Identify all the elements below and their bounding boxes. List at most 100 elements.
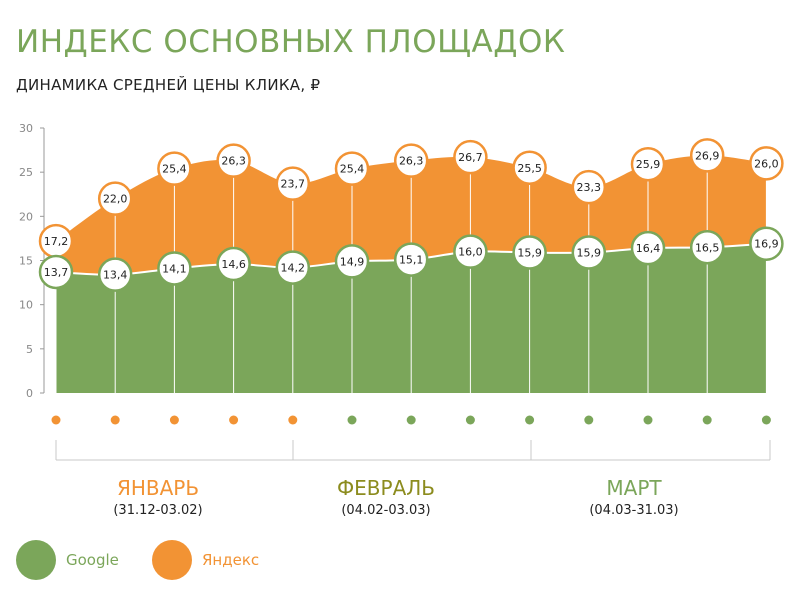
google-marker [689,230,725,265]
period-dot [288,415,298,425]
google-data-label: 16,0 [458,246,483,259]
yandex-marker [453,139,488,175]
yandex-marker [749,146,784,181]
yandex-data-label: 25,9 [636,158,661,171]
yandex-point: 23,7 [275,166,311,201]
google-data-label: 15,1 [399,254,424,267]
yandex-point: 26,0 [749,146,784,181]
period-name: ЯНВАРЬ [117,476,199,500]
period-name: ФЕВРАЛЬ [337,476,435,500]
google-marker [571,235,607,270]
google-data-label: 13,7 [44,266,69,279]
period-dot [110,415,120,425]
google-marker [97,257,133,292]
period-dot [347,415,357,425]
y-tick-label: 25 [19,166,33,179]
google-data-label: 16,9 [754,238,779,251]
yandex-data-label: 25,4 [162,163,187,176]
legend-item-yandex: Яндекс [152,540,259,580]
y-tick-label: 20 [19,210,33,223]
yandex-point: 25,4 [334,151,370,186]
yandex-marker [275,166,311,201]
google-point: 16,9 [749,226,784,261]
chart-subtitle: ДИНАМИКА СРЕДНЕЙ ЦЕНЫ КЛИКА, ₽ [16,76,321,94]
legend-item-google: Google [16,540,119,580]
yandex-marker [630,146,666,182]
period-dot [169,415,179,425]
google-marker [512,235,547,270]
yandex-data-label: 25,4 [340,163,365,176]
yandex-point: 25,9 [630,146,666,182]
yandex-point: 26,9 [689,138,725,173]
y-tick-label: 30 [19,122,33,135]
google-data-label: 14,9 [340,255,365,268]
yandex-point: 23,3 [571,169,607,205]
yandex-data-label: 25,5 [517,162,542,175]
period-dot [643,415,653,425]
google-marker [334,244,370,279]
google-point: 16,5 [689,230,725,265]
google-point: 13,7 [38,254,74,290]
google-data-label: 14,1 [162,262,187,275]
y-tick-label: 5 [26,343,33,356]
google-point: 15,9 [512,235,547,270]
google-marker [393,242,429,277]
google-point: 14,6 [216,246,251,282]
yandex-data-label: 22,0 [103,193,128,206]
google-point: 14,1 [157,251,192,286]
legend-label-google: Google [66,551,119,569]
yandex-marker [216,143,251,178]
google-marker [275,250,311,285]
google-data-label: 14,6 [221,258,246,271]
google-point: 16,4 [630,230,666,266]
period-dot [406,415,416,425]
period-dot [525,415,535,425]
google-point: 13,4 [97,257,133,292]
yandex-point: 26,3 [393,143,429,178]
google-point: 15,9 [571,235,607,270]
legend-swatch-google [16,540,56,580]
google-marker [157,251,192,286]
period-name: МАРТ [606,476,662,500]
yandex-marker [512,150,547,185]
period-dot [584,415,594,425]
google-point: 14,9 [334,244,370,279]
yandex-point: 26,7 [453,139,488,175]
period-dot [51,415,61,425]
yandex-point: 22,0 [97,181,133,216]
yandex-marker [689,138,725,173]
y-tick-label: 0 [26,387,33,400]
yandex-marker [334,151,370,186]
google-point: 15,1 [393,242,429,277]
yandex-data-label: 17,2 [44,235,69,248]
yandex-data-label: 23,3 [577,181,602,194]
period-dot [229,415,239,425]
google-marker [630,230,666,266]
period-dot [702,415,712,425]
google-point: 14,2 [275,250,311,285]
google-data-label: 16,4 [636,242,661,255]
google-marker [38,254,74,290]
google-data-label: 16,5 [695,241,720,254]
google-marker [216,246,251,282]
yandex-data-label: 26,0 [754,157,779,170]
google-data-label: 15,9 [577,247,602,260]
yandex-marker [571,169,607,205]
period-dot [761,415,771,425]
google-marker [453,234,488,269]
chart-title: ИНДЕКС ОСНОВНЫХ ПЛОЩАДОК [16,24,566,60]
period-range: (31.12-03.02) [113,503,202,518]
google-data-label: 13,4 [103,269,128,282]
google-data-label: 14,2 [281,262,306,275]
yandex-point: 26,3 [216,143,251,178]
yandex-marker [393,143,429,178]
yandex-data-label: 26,7 [458,151,483,164]
yandex-point: 17,2 [38,223,74,259]
yandex-marker [97,181,133,216]
y-tick-label: 10 [19,299,33,312]
period-range: (04.02-03.03) [341,503,430,518]
legend-swatch-yandex [152,540,192,580]
period-dot [465,415,475,425]
yandex-point: 25,4 [157,151,192,186]
